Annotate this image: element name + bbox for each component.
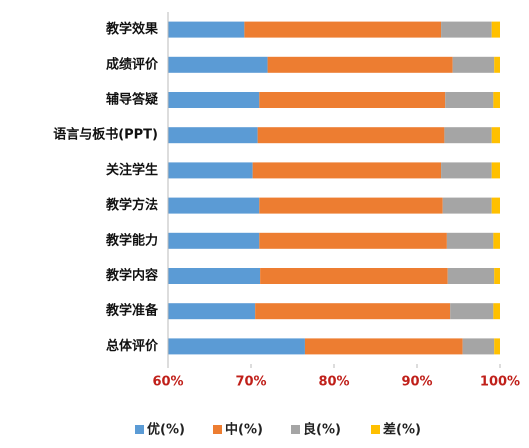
bar-segment bbox=[168, 303, 256, 320]
category-label: 成绩评价 bbox=[106, 56, 159, 72]
bar-segment bbox=[493, 232, 500, 249]
legend-swatch bbox=[213, 425, 222, 434]
x-tick-label: 70% bbox=[235, 375, 266, 390]
bar-segment bbox=[168, 268, 261, 284]
bar-segment bbox=[445, 92, 494, 108]
bar-segment bbox=[494, 338, 500, 355]
bar-segment bbox=[462, 338, 495, 355]
bar-segment bbox=[260, 268, 448, 284]
bar-segment bbox=[491, 162, 500, 179]
bar-segment bbox=[168, 56, 268, 73]
bar-segment bbox=[491, 197, 500, 214]
category-label: 关注学生 bbox=[106, 162, 158, 178]
bar-segment bbox=[168, 197, 260, 214]
bar-segment bbox=[441, 21, 492, 38]
bar-segment bbox=[444, 127, 492, 144]
bar-segment bbox=[257, 127, 445, 144]
category-label: 教学能力 bbox=[105, 232, 158, 248]
legend-label: 良(%) bbox=[303, 422, 341, 438]
bar-segment bbox=[168, 232, 260, 249]
bar-segment bbox=[304, 338, 463, 355]
x-tick-label: 90% bbox=[401, 375, 432, 390]
bar-segment bbox=[493, 92, 500, 108]
bar-segment bbox=[494, 56, 500, 73]
bar-segment bbox=[259, 232, 447, 249]
bar-segment bbox=[446, 232, 494, 249]
bar-segment bbox=[168, 127, 258, 144]
bar-segment bbox=[168, 338, 305, 355]
bar-segment bbox=[259, 197, 443, 214]
category-label: 教学准备 bbox=[105, 303, 159, 319]
x-tick-label: 60% bbox=[152, 375, 183, 390]
bar-segment bbox=[491, 127, 500, 144]
legend-swatch bbox=[291, 425, 300, 434]
bar-segment bbox=[491, 21, 500, 38]
category-label: 语言与板书(PPT) bbox=[53, 127, 158, 143]
bar-segment bbox=[244, 21, 442, 38]
bar-segment bbox=[267, 56, 453, 73]
bar-segment bbox=[452, 56, 495, 73]
bar-segment bbox=[450, 303, 494, 320]
legend-swatch bbox=[135, 425, 144, 434]
category-label: 教学内容 bbox=[105, 268, 158, 284]
legend-swatch bbox=[371, 425, 380, 434]
bar-segment bbox=[255, 303, 451, 320]
x-tick-label: 80% bbox=[318, 375, 349, 390]
bar-segment bbox=[494, 268, 500, 284]
category-label: 教学效果 bbox=[105, 21, 158, 37]
bar-segment bbox=[442, 197, 492, 214]
x-tick-label: 100% bbox=[480, 375, 520, 390]
bar-segment bbox=[168, 162, 253, 179]
category-label: 总体评价 bbox=[106, 338, 159, 354]
legend-label: 差(%) bbox=[383, 422, 421, 438]
category-label: 教学方法 bbox=[105, 197, 158, 213]
bar-segment bbox=[493, 303, 500, 320]
legend-label: 中(%) bbox=[225, 422, 263, 438]
bar-segment bbox=[259, 92, 446, 108]
bar-segment bbox=[252, 162, 442, 179]
bar-segment bbox=[168, 92, 260, 108]
bar-segment bbox=[447, 268, 495, 284]
legend-label: 优(%) bbox=[147, 422, 185, 438]
category-label: 辅导答疑 bbox=[106, 92, 158, 108]
bar-segment bbox=[441, 162, 492, 179]
bar-segment bbox=[168, 21, 245, 38]
